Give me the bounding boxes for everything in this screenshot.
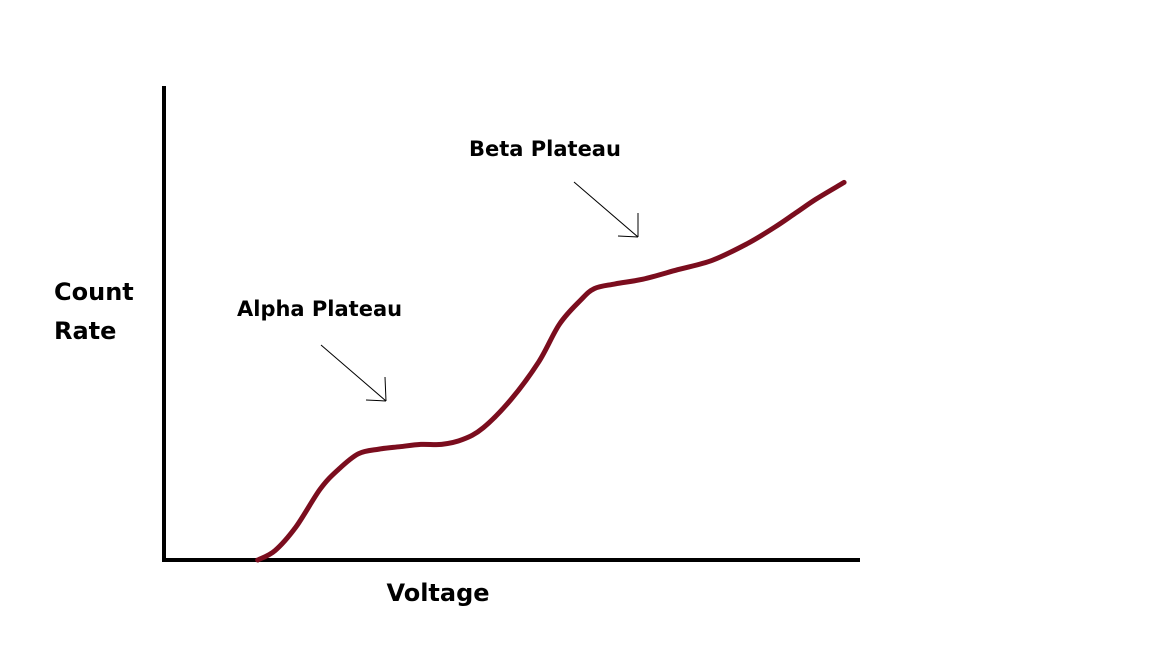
beta-plateau-arrow xyxy=(573,181,639,238)
count-rate-curve xyxy=(255,179,847,563)
alpha-plateau-annotation: Alpha Plateau xyxy=(237,297,402,321)
x-axis-label: Voltage xyxy=(386,579,489,607)
beta-plateau-annotation: Beta Plateau xyxy=(469,137,621,161)
y-axis-label-line-1: Count xyxy=(54,278,134,306)
y-axis-label-line-2: Rate xyxy=(54,317,116,345)
alpha-plateau-arrow xyxy=(320,344,387,402)
